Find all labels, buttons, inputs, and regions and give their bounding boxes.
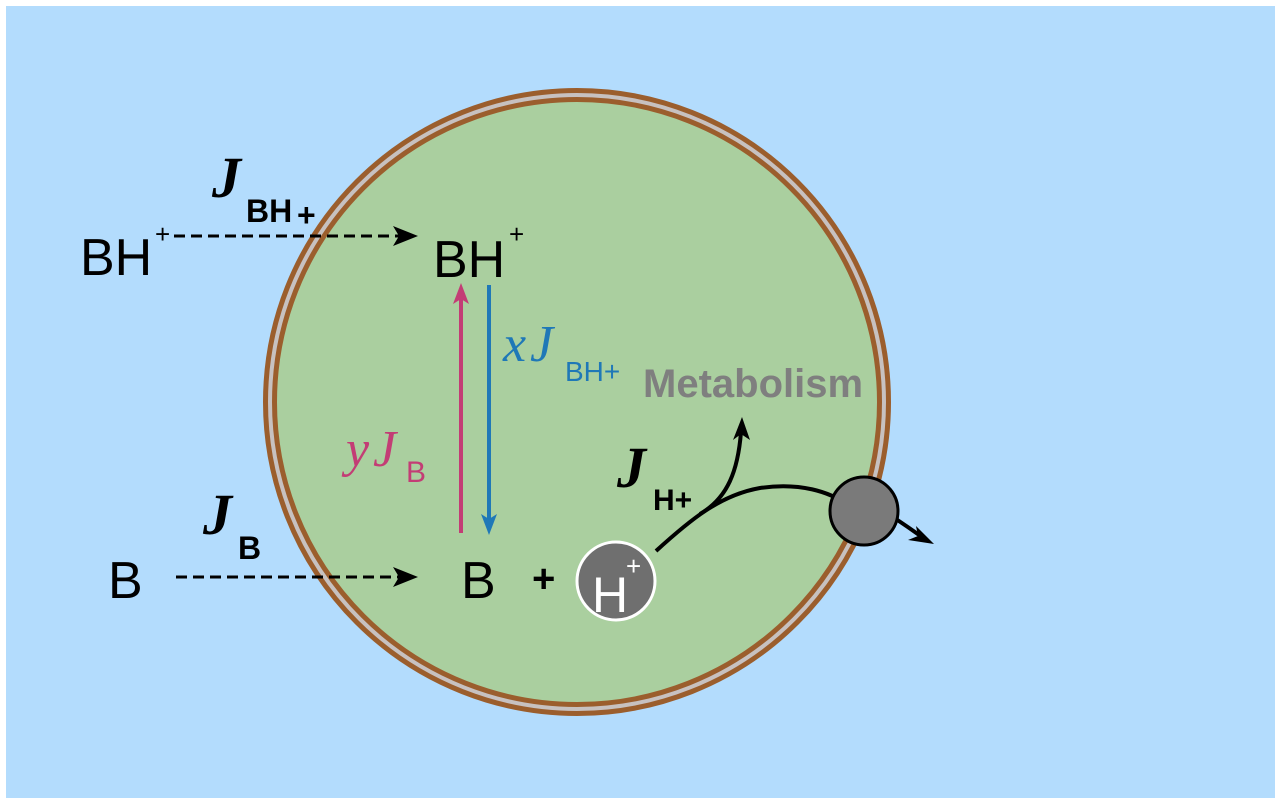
y-flux-symbol: J: [373, 421, 399, 478]
x-flux-coefficient: x: [502, 316, 526, 373]
arrowhead-icon: [733, 417, 750, 440]
protonation-arrow: [453, 283, 469, 533]
flux-b-symbol: J: [202, 482, 234, 547]
y-flux-subscript: B: [406, 456, 426, 489]
arrowhead-icon: [393, 226, 418, 246]
outer-bh-label: BH: [80, 229, 152, 287]
proton-charge: +: [626, 551, 641, 581]
flux-b-subscript: B: [238, 530, 261, 566]
x-flux-symbol: J: [530, 316, 556, 373]
proton-particle: H +: [575, 540, 657, 623]
cell: [263, 88, 891, 716]
metabolism-label: Metabolism: [643, 362, 863, 406]
flux-bh-subscript-charge: +: [297, 197, 316, 233]
proton-pathway: [654, 417, 934, 553]
outer-b-label: B: [108, 552, 143, 610]
arrowhead-icon: [453, 283, 469, 304]
proton-pump: [828, 475, 900, 547]
metabolism-branch-line: [698, 431, 743, 516]
inner-bh-label: BH: [433, 231, 505, 289]
x-flux-subscript: BH+: [565, 356, 620, 387]
flux-h-symbol: J: [616, 435, 648, 500]
y-flux-coefficient: y: [341, 421, 370, 478]
plus-sign: +: [532, 557, 555, 601]
arrowhead-icon: [481, 514, 497, 535]
cell-membrane-inner: [268, 93, 886, 711]
arrowhead-icon: [393, 567, 418, 587]
inner-b-label: B: [461, 552, 496, 610]
flux-h-subscript: H+: [653, 484, 692, 517]
inner-bh-charge: +: [509, 219, 524, 249]
proton-label: H: [592, 567, 628, 623]
arrowhead-icon: [908, 526, 934, 544]
b-diffusion-arrow: [176, 567, 418, 587]
proton-path-line: [654, 484, 850, 553]
flux-bh-subscript: BH: [246, 193, 292, 229]
bh-diffusion-arrow: [174, 226, 418, 246]
outer-bh-charge: +: [155, 219, 170, 249]
deprotonation-arrow: [481, 285, 497, 535]
proton-circle: [575, 540, 657, 622]
flux-bh-symbol: J: [211, 145, 243, 210]
